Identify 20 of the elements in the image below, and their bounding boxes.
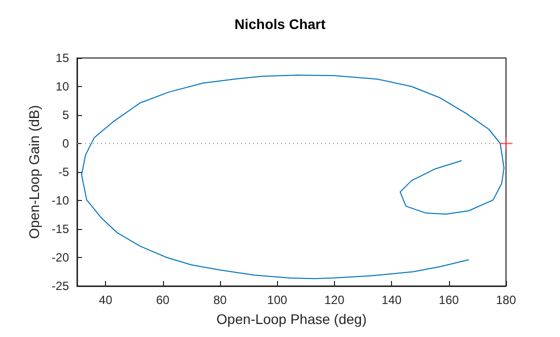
x-tick-label: 100 xyxy=(267,293,288,307)
x-axis-title: Open-Loop Phase (deg) xyxy=(216,311,367,327)
y-tick-label: 5 xyxy=(62,108,70,122)
y-tick-label: 10 xyxy=(56,80,70,94)
y-tick-label: -10 xyxy=(52,194,70,208)
y-tick-label: 0 xyxy=(62,136,70,150)
x-tick-label: 180 xyxy=(496,293,516,307)
y-tick-label: -5 xyxy=(58,165,70,179)
x-tick-label: 40 xyxy=(98,293,113,307)
y-tick-label: -15 xyxy=(52,222,70,236)
x-tick-label: 140 xyxy=(382,293,402,307)
y-tick-label: -25 xyxy=(52,279,70,293)
y-axis-title: Open-Loop Gain (dB) xyxy=(26,105,42,239)
x-tick-label: 120 xyxy=(324,293,345,307)
x-tick-label: 60 xyxy=(156,293,170,307)
y-tick-label: 15 xyxy=(56,51,70,65)
x-tick-label: 160 xyxy=(438,293,460,307)
y-tick-label: -20 xyxy=(52,250,70,264)
chart-title: Nichols Chart xyxy=(234,16,326,32)
x-tick-label: 80 xyxy=(213,293,227,307)
